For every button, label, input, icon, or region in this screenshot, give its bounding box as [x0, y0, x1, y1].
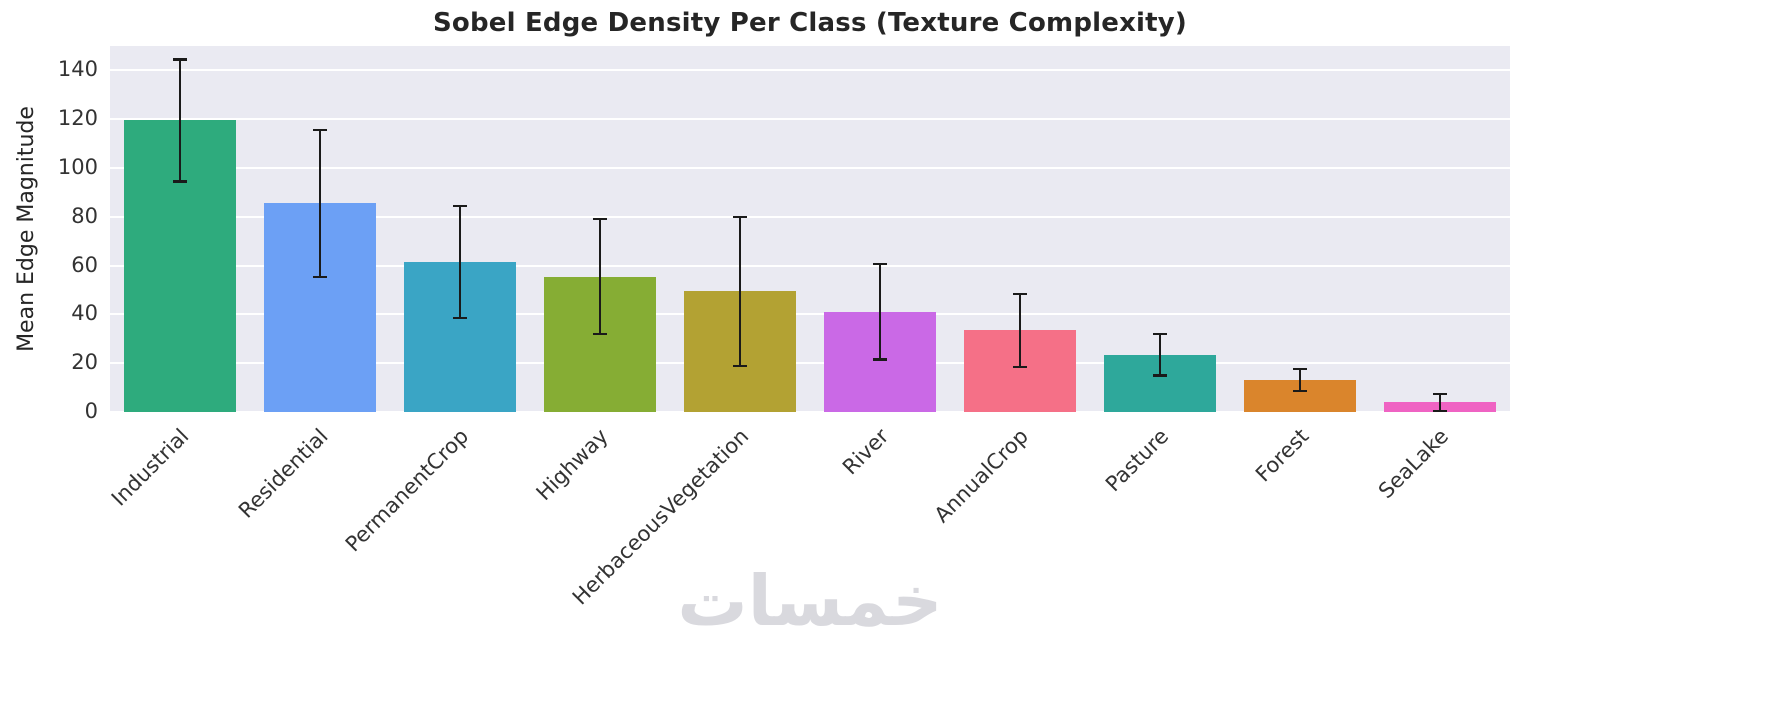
y-tick-label-140: 140 [57, 57, 98, 82]
watermark: خمسات [677, 560, 943, 642]
error-bar-Pasture [1158, 333, 1162, 376]
error-cap-bottom-PermanentCrop [453, 316, 467, 320]
y-tick-label-20: 20 [71, 350, 98, 375]
y-tick-label-40: 40 [71, 301, 98, 326]
error-bar-Residential [318, 130, 322, 277]
error-bar-Forest [1298, 369, 1302, 392]
error-bar-Highway [598, 219, 602, 334]
x-tick-label-PermanentCrop: PermanentCrop [340, 424, 473, 557]
error-bar-River [878, 264, 882, 360]
gridline-y-20 [110, 362, 1510, 365]
error-cap-top-Industrial [173, 58, 187, 61]
error-cap-bottom-Industrial [173, 180, 187, 183]
gridline-y-60 [110, 264, 1510, 267]
error-cap-bottom-River [873, 358, 887, 361]
error-cap-top-PermanentCrop [453, 204, 467, 207]
y-tick-label-60: 60 [71, 252, 98, 277]
x-tick-label-Highway: Highway [531, 424, 613, 506]
y-tick-label-0: 0 [84, 399, 98, 423]
x-tick-label-AnnualCrop: AnnualCrop [929, 424, 1033, 528]
error-cap-top-Forest [1293, 368, 1307, 371]
error-bar-AnnualCrop [1018, 293, 1022, 367]
error-cap-bottom-Pasture [1153, 374, 1167, 377]
error-cap-top-SeaLake [1433, 392, 1447, 395]
error-cap-bottom-SeaLake [1433, 409, 1447, 412]
error-cap-top-Pasture [1153, 332, 1167, 336]
error-cap-bottom-Residential [313, 275, 327, 278]
error-cap-top-Residential [313, 129, 327, 132]
error-cap-top-River [873, 263, 887, 266]
y-tick-label-80: 80 [71, 203, 98, 228]
gridline-y-40 [110, 313, 1510, 316]
error-cap-top-AnnualCrop [1013, 292, 1027, 295]
error-bar-Industrial [178, 59, 182, 182]
error-cap-bottom-Highway [593, 332, 607, 336]
y-tick-label-100: 100 [57, 155, 98, 179]
gridline-y-80 [110, 215, 1510, 218]
gridline-y-120 [110, 118, 1510, 121]
x-tick-label-SeaLake: SeaLake [1373, 424, 1453, 504]
error-bar-HerbaceousVegetation [738, 216, 742, 366]
gridline-y-140 [110, 69, 1510, 72]
error-cap-bottom-HerbaceousVegetation [733, 364, 747, 367]
chart-title: Sobel Edge Density Per Class (Texture Co… [432, 8, 1188, 38]
error-cap-top-Highway [593, 218, 607, 221]
x-tick-label-Industrial: Industrial [106, 424, 193, 511]
gridline-y-0 [110, 411, 1510, 413]
plot-area [110, 46, 1510, 413]
y-tick-label-120: 120 [57, 106, 98, 131]
x-tick-label-Pasture: Pasture [1100, 424, 1173, 497]
error-cap-bottom-Forest [1293, 390, 1307, 393]
error-cap-bottom-AnnualCrop [1013, 365, 1027, 368]
error-bar-PermanentCrop [458, 205, 462, 319]
x-tick-label-Forest: Forest [1250, 424, 1313, 487]
x-tick-label-River: River [837, 424, 893, 480]
x-tick-label-Residential: Residential [234, 424, 333, 523]
error-bar-SeaLake [1438, 393, 1442, 411]
gridline-y-100 [110, 167, 1510, 169]
error-cap-top-HerbaceousVegetation [733, 215, 747, 218]
